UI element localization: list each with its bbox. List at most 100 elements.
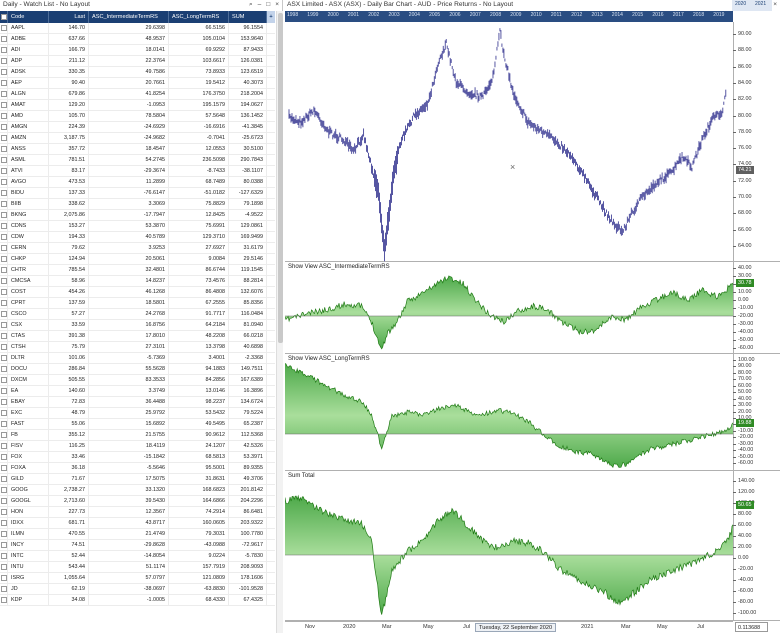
- row-select-cell[interactable]: [0, 407, 8, 419]
- row-checkbox[interactable]: [0, 278, 7, 284]
- row-checkbox[interactable]: [0, 201, 7, 207]
- row-checkbox[interactable]: [0, 91, 7, 97]
- row-select-cell[interactable]: [0, 220, 8, 232]
- row-select-cell[interactable]: [0, 440, 8, 452]
- table-row[interactable]: CPRT 137.59 18.5801 67.2555 85.8356: [0, 297, 275, 309]
- row-select-cell[interactable]: [0, 517, 8, 529]
- price-chart[interactable]: [285, 22, 733, 262]
- navigator-year[interactable]: 2017: [672, 12, 684, 18]
- row-select-cell[interactable]: [0, 55, 8, 67]
- column-header-long[interactable]: ASC_LongTermRS: [169, 11, 229, 23]
- sum-pane[interactable]: Sum Total: [285, 471, 733, 621]
- sum-axis[interactable]: 140.00120.00100.0080.0060.0040.0020.000.…: [732, 471, 780, 621]
- row-checkbox[interactable]: [0, 223, 7, 229]
- maximize-button[interactable]: □: [266, 1, 271, 8]
- long-axis[interactable]: 100.00 90.00 80.00 70.00 60.00 50.00 40.00 30.0…: [732, 354, 780, 471]
- table-row[interactable]: COST 454.26 46.1268 86.4808 132.6076: [0, 286, 275, 298]
- row-select-cell[interactable]: [0, 506, 8, 518]
- table-row[interactable]: AVGO 473.53 11.2899 68.7489 80.0388: [0, 176, 275, 188]
- row-select-cell[interactable]: [0, 572, 8, 584]
- row-select-cell[interactable]: [0, 99, 8, 111]
- row-select-cell[interactable]: [0, 462, 8, 474]
- row-select-cell[interactable]: [0, 297, 8, 309]
- table-row[interactable]: ALGN 679.86 41.8254 176.3750 218.2004: [0, 88, 275, 100]
- row-select-cell[interactable]: [0, 242, 8, 254]
- row-checkbox[interactable]: [0, 564, 7, 570]
- table-row[interactable]: KDP 34.08 -1.0005 68.4330 67.4325: [0, 594, 275, 606]
- table-row[interactable]: CDW 194.33 40.5789 129.3710 169.9499: [0, 231, 275, 243]
- date-navigator[interactable]: 1998 1999 2000 2001 2002 2003 2004 2005 2006 2007…: [285, 11, 733, 22]
- navigator-year[interactable]: 2016: [652, 12, 664, 18]
- row-select-cell[interactable]: [0, 308, 8, 320]
- row-select-cell[interactable]: [0, 121, 8, 133]
- row-checkbox[interactable]: [0, 509, 7, 515]
- row-select-cell[interactable]: [0, 484, 8, 496]
- row-checkbox[interactable]: [0, 289, 7, 295]
- table-row[interactable]: FOXA 36.18 -5.5646 95.5001 89.9355: [0, 462, 275, 474]
- table-row[interactable]: CHTR 785.54 32.4801 86.6744 119.1545: [0, 264, 275, 276]
- row-checkbox[interactable]: [0, 80, 7, 86]
- table-row[interactable]: CTSH 75.79 27.3101 13.3798 40.6898: [0, 341, 275, 353]
- row-select-cell[interactable]: [0, 583, 8, 595]
- row-select-cell[interactable]: [0, 66, 8, 78]
- close-button[interactable]: ×: [275, 1, 279, 8]
- navigator-year[interactable]: 2021: [755, 1, 767, 7]
- row-checkbox[interactable]: [0, 190, 7, 196]
- select-all-checkbox[interactable]: [0, 14, 7, 20]
- table-row[interactable]: DLTR 101.06 -5.7369 3.4001 -2.3368: [0, 352, 275, 364]
- minimize-button[interactable]: –: [257, 1, 262, 8]
- row-select-cell[interactable]: [0, 429, 8, 441]
- table-row[interactable]: DXCM 505.55 83.3533 84.2856 167.6389: [0, 374, 275, 386]
- row-checkbox[interactable]: [0, 311, 7, 317]
- column-header-last[interactable]: Last: [49, 11, 89, 23]
- row-select-cell[interactable]: [0, 143, 8, 155]
- column-header-sum[interactable]: SUM: [229, 11, 267, 23]
- row-select-cell[interactable]: [0, 154, 8, 166]
- table-row[interactable]: ILMN 470.55 21.4749 79.3031 100.7780: [0, 528, 275, 540]
- row-select-cell[interactable]: [0, 495, 8, 507]
- row-checkbox[interactable]: [0, 597, 7, 603]
- row-checkbox[interactable]: [0, 69, 7, 75]
- table-row[interactable]: CSX 33.59 16.8756 64.2184 81.0940: [0, 319, 275, 331]
- row-checkbox[interactable]: [0, 102, 7, 108]
- row-checkbox[interactable]: [0, 377, 7, 383]
- row-select-cell[interactable]: [0, 473, 8, 485]
- column-header-intermediate[interactable]: ASC_IntermediateTermRS: [89, 11, 169, 23]
- table-row[interactable]: ADI 166.79 18.0141 69.9292 87.9433: [0, 44, 275, 56]
- row-select-cell[interactable]: [0, 385, 8, 397]
- row-select-cell[interactable]: [0, 594, 8, 606]
- row-checkbox[interactable]: [0, 542, 7, 548]
- long-chart[interactable]: [285, 354, 733, 471]
- navigator-year[interactable]: 2014: [611, 12, 623, 18]
- row-checkbox[interactable]: [0, 476, 7, 482]
- navigator-year[interactable]: 1999: [307, 12, 319, 18]
- intermediate-axis[interactable]: 40.0030.0020.0010.000.00-10.00-20.00-30.…: [732, 262, 780, 354]
- row-select-cell[interactable]: [0, 231, 8, 243]
- table-row[interactable]: CMCSA 58.96 14.8237 73.4576 88.2814: [0, 275, 275, 287]
- table-row[interactable]: ADP 211.12 22.3764 103.6617 126.0381: [0, 55, 275, 67]
- chart-close-button[interactable]: ×: [773, 1, 777, 8]
- table-row[interactable]: BKNG 2,075.86 -17.7947 12.8425 -4.9522: [0, 209, 275, 221]
- navigator-year[interactable]: 2011: [550, 12, 562, 18]
- navigator-year[interactable]: 2019: [713, 12, 725, 18]
- row-select-cell[interactable]: [0, 374, 8, 386]
- row-checkbox[interactable]: [0, 520, 7, 526]
- table-row[interactable]: AMGN 224.39 -24.6929 -16.6916 -41.3845: [0, 121, 275, 133]
- row-select-cell[interactable]: [0, 187, 8, 199]
- row-checkbox[interactable]: [0, 498, 7, 504]
- row-select-cell[interactable]: [0, 22, 8, 34]
- table-row[interactable]: FB 355.12 21.5755 90.9612 112.5368: [0, 429, 275, 441]
- table-row[interactable]: CTAS 391.38 17.8010 48.2208 66.0218: [0, 330, 275, 342]
- row-checkbox[interactable]: [0, 212, 7, 218]
- row-checkbox[interactable]: [0, 344, 7, 350]
- navigator-year[interactable]: 2020: [735, 1, 747, 7]
- row-select-cell[interactable]: [0, 550, 8, 562]
- row-select-cell[interactable]: [0, 275, 8, 287]
- navigator-year[interactable]: 2006: [449, 12, 461, 18]
- row-checkbox[interactable]: [0, 355, 7, 361]
- row-select-cell[interactable]: [0, 451, 8, 463]
- navigator-year[interactable]: 2010: [530, 12, 542, 18]
- table-row[interactable]: FOX 33.46 -15.1842 68.5813 53.3971: [0, 451, 275, 463]
- table-row[interactable]: AMAT 129.20 -1.0953 195.1579 194.0627: [0, 99, 275, 111]
- row-checkbox[interactable]: [0, 168, 7, 174]
